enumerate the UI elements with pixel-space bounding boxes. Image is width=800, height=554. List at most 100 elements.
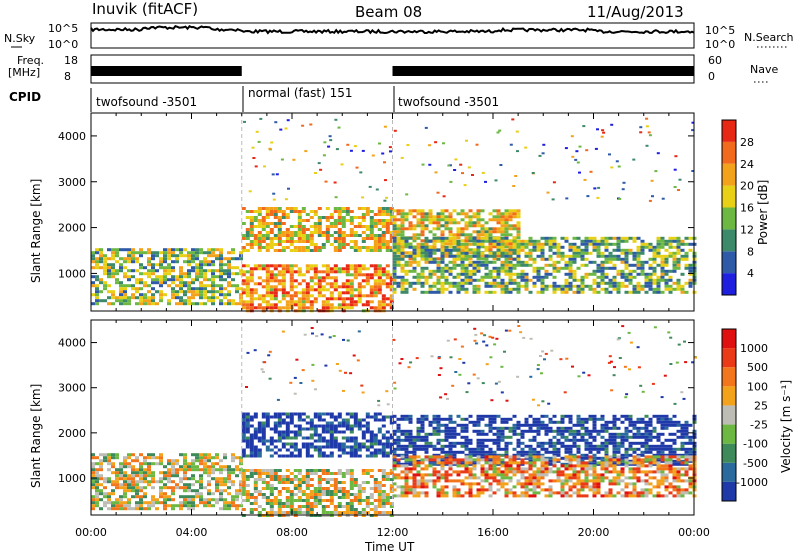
colorbar-swatch-7 [722, 141, 736, 164]
colorbar-tick-8: -1000 [736, 476, 768, 489]
sparse-echoes [243, 117, 695, 202]
y-tick-label-3: 3000 [58, 176, 86, 189]
nsearch-tick-top: 10^5 [705, 24, 735, 37]
cpid-segment-2: normal (fast) 151 [248, 86, 352, 100]
nsearch-tick-bottom: 10^0 [705, 38, 735, 51]
echo-region-5 [392, 455, 697, 498]
nave-label: Nave [750, 63, 778, 76]
station-title: Inuvik (fitACF) [92, 0, 198, 18]
y-tick-label-4: 4000 [58, 337, 86, 350]
colorbar-swatch-5 [722, 405, 736, 425]
colorbar-swatch-8 [722, 120, 736, 142]
nsky-trace [90, 24, 695, 35]
power-colorbar: 4 8 12 16 20 24 28 [721, 119, 754, 296]
colorbar-tick-4: 16 [740, 202, 754, 215]
power-ylabel: Slant Range [km] [29, 179, 43, 283]
colorbar-swatch-1 [722, 273, 736, 295]
x-tick-label-3: 08:00 [276, 526, 308, 539]
time-axis-label: Time UT [364, 540, 415, 554]
colorbar-swatch-5 [722, 185, 736, 208]
y-tick-label-1: 1000 [58, 472, 86, 485]
colorbar-swatch-4 [722, 424, 736, 444]
colorbar-swatch-6 [722, 163, 736, 186]
power-axes: 1000 2000 3000 4000 [58, 113, 695, 311]
colorbar-tick-7: 28 [740, 136, 754, 149]
echo-region-1 [91, 453, 243, 511]
nsky-frame [90, 22, 695, 49]
colorbar-tick-1: 1000 [740, 342, 768, 355]
colorbar-swatch-8 [722, 348, 736, 368]
velocity-colorbar-label: Velocity [m s⁻¹] [779, 380, 793, 473]
colorbar-tick-2: 500 [747, 361, 768, 374]
freq-bands [91, 66, 694, 76]
x-tick-label-7: 00:00 [678, 526, 710, 539]
colorbar-tick-5: 20 [740, 180, 754, 193]
velocity-panel: 1000 2000 3000 4000 Slant Range [km] 1000 50… [29, 319, 793, 554]
date-label: 11/Aug/2013 [587, 3, 684, 21]
nsky-panel: N.Sky 10^5 10^0 10^5 10^0 N.Search [4, 22, 794, 51]
beam-label: Beam 08 [355, 3, 422, 21]
cpid-segment-3: twofsound -3501 [398, 95, 499, 109]
echo-region-3 [241, 469, 394, 517]
nave-tick-top: 60 [708, 54, 722, 67]
colorbar-tick-5: -25 [750, 419, 768, 432]
velocity-ylabel: Slant Range [km] [29, 384, 43, 488]
x-tick-label-4: 12:00 [377, 526, 409, 539]
velocity-echo-map [91, 325, 697, 517]
colorbar-swatch-1 [722, 481, 736, 501]
x-tick-label-5: 16:00 [477, 526, 509, 539]
velocity-axes: 1000 2000 3000 4000 [58, 320, 695, 515]
freq-tick-bottom: 8 [64, 70, 71, 83]
cpid-segment-1: twofsound -3501 [96, 95, 197, 109]
velocity-colorbar: 1000 500 100 25 -25 -100 -500 -1000 [721, 328, 768, 502]
x-tick-label-2: 04:00 [176, 526, 208, 539]
x-tick-label-1: 00:00 [75, 526, 107, 539]
colorbar-swatch-3 [722, 229, 736, 252]
colorbar-tick-3: 12 [740, 223, 754, 236]
colorbar-tick-4: 25 [754, 399, 768, 412]
y-tick-label-2: 2000 [58, 222, 86, 235]
colorbar-tick-7: -500 [743, 457, 768, 470]
power-colorbar-label: Power [dB] [756, 180, 770, 245]
freq-band-2 [392, 66, 694, 76]
time-axis-ticks: 00:00 04:00 08:00 12:00 16:00 20:00 00:00 [75, 526, 710, 539]
colorbar-tick-1: 4 [747, 267, 754, 280]
echo-region-3 [241, 264, 394, 313]
nave-tick-bottom: 0 [708, 70, 715, 83]
echo-region-2 [241, 412, 394, 458]
nsearch-label: N.Search [744, 31, 794, 44]
echo-region-5 [392, 236, 697, 294]
colorbar-swatch-2 [722, 462, 736, 482]
freq-panel: Freq. [MHz] 18 8 60 0 Nave [8, 54, 778, 84]
cpid-label: CPID [9, 90, 41, 104]
colorbar-swatch-2 [722, 251, 736, 274]
freq-label: Freq. [17, 54, 44, 67]
nsky-tick-bottom: 10^0 [48, 38, 78, 51]
y-tick-label-3: 3000 [58, 382, 86, 395]
y-tick-label-4: 4000 [58, 130, 86, 143]
freq-tick-top: 18 [64, 54, 78, 67]
freq-band-1 [91, 66, 242, 76]
power-echo-map [91, 117, 697, 313]
x-tick-label-6: 20:00 [578, 526, 610, 539]
cpid-panel: CPID twofsound -3501 normal (fast) 151 t… [9, 86, 499, 112]
colorbar-swatch-4 [722, 207, 736, 230]
freq-unit-label: [MHz] [8, 66, 40, 79]
colorbar-swatch-3 [722, 443, 736, 463]
echo-region-1 [91, 248, 243, 306]
y-tick-label-2: 2000 [58, 427, 86, 440]
colorbar-swatch-7 [722, 367, 736, 387]
colorbar-tick-6: -100 [743, 438, 768, 451]
colorbar-tick-3: 100 [747, 380, 768, 393]
colorbar-swatch-9 [722, 329, 736, 349]
y-tick-label-1: 1000 [58, 267, 86, 280]
nsky-label: N.Sky [4, 32, 36, 45]
colorbar-tick-6: 24 [740, 158, 754, 171]
nsky-tick-top: 10^5 [48, 22, 78, 35]
power-panel: 1000 2000 3000 4000 Slant Range [km] 4 8 12 16… [29, 112, 770, 313]
echo-region-2 [241, 207, 394, 252]
colorbar-swatch-6 [722, 386, 736, 406]
sparse-echoes [245, 325, 697, 407]
colorbar-tick-2: 8 [747, 245, 754, 258]
